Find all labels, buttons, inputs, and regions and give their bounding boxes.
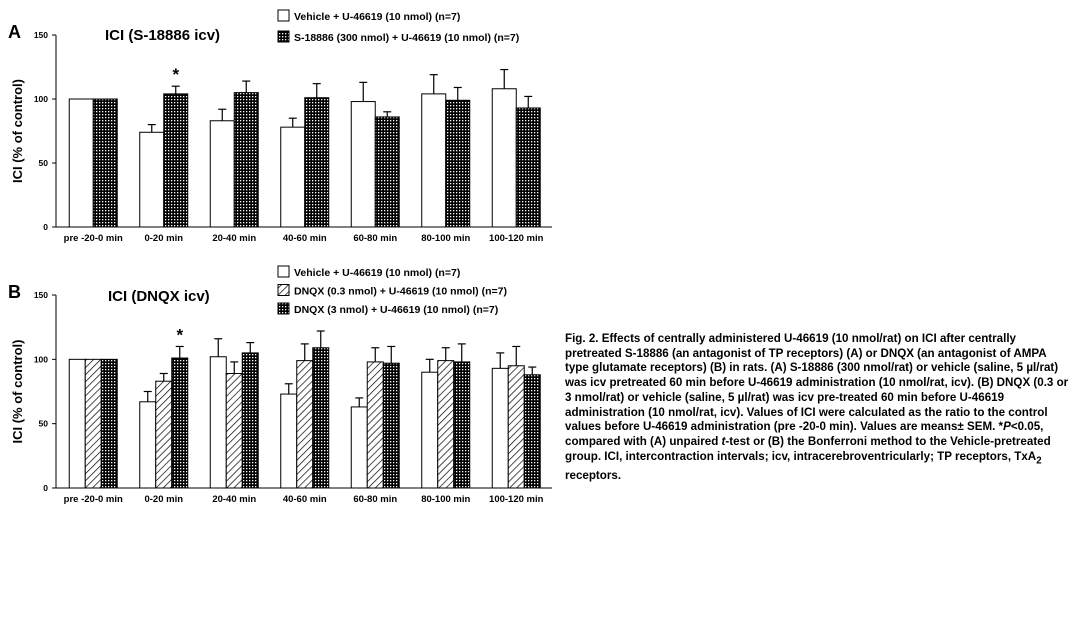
panel-a-bar [421, 93, 447, 228]
panel-b-y-axis-label: ICI (% of control) [10, 340, 25, 444]
caption-p-italic: P [1003, 420, 1011, 434]
panel-b-y-tick-label: 150 [34, 290, 48, 300]
panel-a-bar [350, 101, 376, 228]
panel-b-chart: B ICI (DNQX icv) 0 50 100 150 ICI (% of contro… [8, 265, 552, 505]
panel-b-x-tick-label: 100-120 min [489, 494, 544, 505]
panel-a-y-tick-label: 100 [34, 94, 48, 104]
caption-text-2: <0.05, compared with (A) unpaired [565, 420, 1044, 448]
panel-a-bar [280, 126, 306, 228]
panel-b-legend-swatch [277, 302, 290, 315]
panel-b-bar [523, 374, 541, 489]
panel-a-x-tick-label: 0-20 min [144, 233, 183, 244]
panel-a-x-tick-label: 20-40 min [212, 233, 256, 244]
panel-a-bar [233, 92, 259, 228]
panel-a-legend-swatch [277, 9, 290, 22]
panel-b-x-tick-label: pre -20-0 min [64, 494, 123, 505]
caption-text-4: receptors. [565, 468, 622, 482]
caption-subscript: 2 [1036, 454, 1042, 466]
caption-text-1: Fig. 2. Effects of centrally administere… [565, 332, 1069, 434]
figure-caption: Fig. 2. Effects of centrally administere… [565, 332, 1070, 483]
panel-b-bar [296, 360, 314, 489]
panel-a-y-tick-label: 150 [34, 30, 48, 40]
panel-b-bar [155, 380, 173, 489]
caption-t-italic: t [721, 434, 726, 448]
panel-b-x-tick-label: 80-100 min [421, 494, 470, 505]
panel-b-bar [437, 360, 455, 489]
panel-a-bar [374, 116, 400, 228]
panel-b-bar [366, 361, 384, 489]
panel-a-bar [209, 120, 235, 228]
panel-a-bar [163, 93, 189, 228]
caption-text-3: -test or (B) the Bonferroni method to th… [565, 434, 1051, 463]
panel-b-bar [491, 367, 509, 489]
panel-b-y-tick-label: 0 [43, 483, 48, 493]
panel-b-bar [84, 358, 102, 489]
panel-b-bar [68, 358, 86, 489]
panel-b-legend-swatch [277, 265, 290, 278]
panel-b-bar [171, 357, 189, 489]
panel-a-label: A [8, 22, 21, 42]
panel-b-bar [241, 352, 259, 489]
panel-a-legend-label: S-18886 (300 nmol) + U-46619 (10 nmol) (… [294, 32, 519, 44]
panel-a-y-tick-label: 50 [39, 158, 49, 168]
panel-b-x-tick-label: 0-20 min [144, 494, 183, 505]
panel-a-bar [139, 131, 165, 228]
panel-b-y-tick-label: 100 [34, 354, 48, 364]
panel-b-bar [280, 393, 298, 489]
panel-a-x-tick-label: 100-120 min [489, 233, 544, 244]
panel-b-legend-label: Vehicle + U-46619 (10 nmol) (n=7) [294, 267, 460, 279]
panel-b-x-tick-label: 20-40 min [212, 494, 256, 505]
panel-a-bar [68, 98, 94, 228]
panel-a-y-tick-label: 0 [43, 222, 48, 232]
panel-b-bar [139, 401, 157, 489]
panel-a-bar [445, 99, 471, 228]
panel-a-x-tick-label: pre -20-0 min [64, 233, 123, 244]
panel-b-bar [382, 362, 400, 489]
panel-b-x-tick-label: 60-80 min [353, 494, 397, 505]
panel-a-bar [491, 88, 517, 228]
panel-b-bar [507, 365, 525, 489]
panel-b-legend-label: DNQX (0.3 nmol) + U-46619 (10 nmol) (n=7… [294, 286, 507, 298]
panel-a-bar [304, 97, 330, 228]
panel-b-significance-marker: * [176, 325, 183, 344]
panel-a-x-tick-label: 80-100 min [421, 233, 470, 244]
panel-b-label: B [8, 282, 21, 302]
panel-b-bar [350, 406, 368, 489]
panel-b-x-tick-label: 40-60 min [283, 494, 327, 505]
panel-b-title: ICI (DNQX icv) [108, 288, 210, 305]
panel-b-y-tick-label: 50 [39, 419, 49, 429]
panel-a-bar [515, 107, 541, 228]
panel-a-x-tick-label: 60-80 min [353, 233, 397, 244]
panel-b-legend-label: DNQX (3 nmol) + U-46619 (10 nmol) (n=7) [294, 304, 498, 316]
panel-b-bar [209, 356, 227, 489]
panel-b-legend-swatch [277, 284, 290, 296]
panel-a-x-tick-label: 40-60 min [283, 233, 327, 244]
panel-a-legend-swatch [277, 30, 290, 43]
panel-b-bar [100, 358, 118, 489]
panel-a-significance-marker: * [172, 65, 179, 84]
panel-b-bar [421, 371, 439, 489]
panel-b-bar [453, 361, 471, 489]
panel-a-legend-label: Vehicle + U-46619 (10 nmol) (n=7) [294, 11, 460, 23]
panel-a-bar [92, 98, 118, 228]
panel-a-y-axis-label: ICI (% of control) [10, 79, 25, 183]
panel-a-title: ICI (S-18886 icv) [105, 27, 220, 44]
panel-b-bar [225, 372, 243, 489]
panel-a-chart: A ICI (S-18886 icv) 0 50 100 150 ICI (% of con… [8, 9, 552, 244]
panel-b-bar [312, 347, 330, 489]
